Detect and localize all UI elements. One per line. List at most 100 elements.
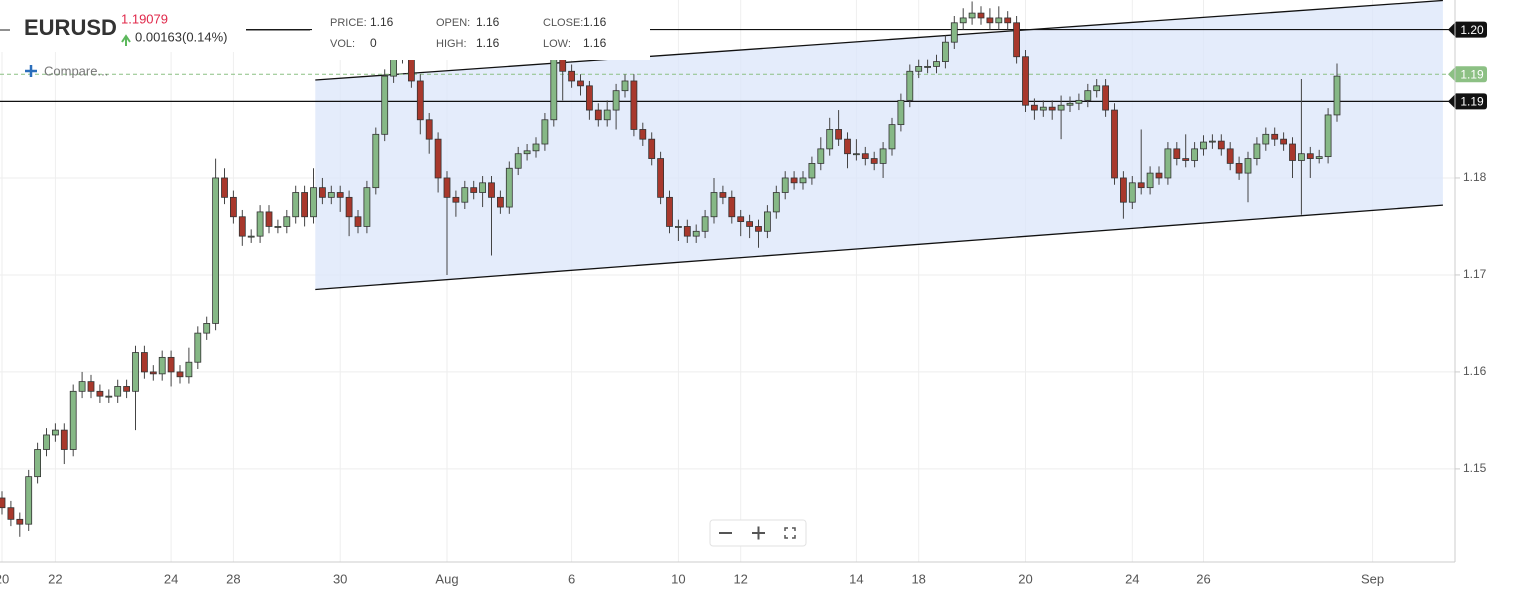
candle-body (221, 177, 228, 198)
candle-body (639, 129, 647, 140)
candle-body (746, 221, 753, 227)
candle-body (817, 148, 825, 164)
candle-body (327, 192, 335, 198)
y-tick-label: 1.17 (1463, 267, 1487, 281)
candle-body (870, 158, 878, 164)
candle-body (443, 177, 451, 198)
candle-body (123, 386, 130, 392)
candle-body (96, 390, 104, 397)
candle-body (256, 211, 264, 237)
candle-body (612, 90, 620, 111)
field-label: VOL: (330, 38, 355, 50)
x-tick-label: 24 (164, 571, 178, 586)
candle-body (621, 80, 629, 92)
candle-body (888, 124, 896, 150)
candle-body (416, 80, 424, 121)
candle-body (906, 70, 914, 101)
field-value: 1.16 (370, 15, 394, 29)
candle-body (132, 352, 139, 392)
x-tick-label: 14 (849, 571, 863, 586)
candle-body (16, 518, 24, 525)
candle-body (1075, 99, 1083, 104)
candle-body (915, 66, 923, 72)
candle-body (69, 390, 77, 450)
x-tick-label: 22 (48, 571, 62, 586)
candle-body (1120, 177, 1127, 203)
x-tick-label: 6 (568, 571, 575, 586)
candle-body (764, 211, 771, 232)
field-value: 1.16 (583, 15, 607, 29)
candle-body (1306, 153, 1314, 159)
compare-button[interactable]: Compare... (25, 63, 108, 78)
candle-body (452, 196, 460, 203)
candle-body (781, 177, 789, 193)
candle-body (283, 216, 291, 227)
candle-body (657, 158, 664, 198)
candle-body (532, 143, 540, 152)
candle-body (34, 449, 41, 478)
candle-body (675, 226, 682, 228)
candle-body (1324, 114, 1332, 158)
candle-body (203, 323, 211, 334)
candle-body (25, 476, 33, 525)
candle-body (826, 129, 834, 150)
x-tick-label: 12 (733, 571, 747, 586)
candle-body (185, 361, 193, 378)
candle-body (87, 381, 95, 392)
x-tick-label: 18 (911, 571, 925, 586)
candle-body (683, 226, 691, 237)
candle-body (318, 187, 326, 198)
candle-body (568, 70, 575, 82)
candle-body (140, 352, 148, 373)
candle-body (1200, 141, 1207, 150)
candle-body (924, 66, 931, 68)
candle-body (728, 196, 736, 218)
price-tag (1448, 21, 1487, 38)
candle-body (60, 429, 68, 450)
candle-body (1226, 148, 1234, 164)
candle-body (1155, 172, 1163, 179)
fullscreen[interactable] (776, 522, 804, 544)
candle-body (1235, 163, 1243, 174)
candle-body (799, 177, 807, 184)
price-tag (1448, 66, 1487, 83)
candle-body (523, 150, 531, 155)
candle-body (1146, 172, 1154, 189)
candle-body (425, 119, 433, 140)
candle-body (505, 167, 513, 208)
candle-body (470, 187, 478, 193)
field-label: PRICE: (330, 17, 367, 29)
candle-body (167, 356, 175, 373)
candle-body (1173, 148, 1181, 159)
candle-body (692, 230, 700, 237)
candle-body (1209, 140, 1216, 143)
candle-body (1084, 90, 1092, 101)
candle-body (861, 153, 869, 159)
channel (315, 0, 1443, 291)
candle-body (496, 196, 504, 208)
y-tick-label: 1.18 (1463, 170, 1487, 184)
candle-body (1244, 158, 1252, 174)
candle-body (737, 216, 745, 222)
candle-body (835, 129, 842, 140)
x-tick-label: 20 (1018, 571, 1032, 586)
x-tick-label: 26 (1196, 571, 1210, 586)
candle-body (1102, 85, 1109, 111)
candle-body (194, 332, 202, 363)
candle-body (1164, 148, 1172, 179)
symbol: EURUSD (24, 15, 117, 40)
candle-body (1137, 182, 1145, 189)
candle-body (790, 177, 798, 184)
candle-body (292, 192, 300, 218)
candle-body (968, 12, 976, 19)
change: 0.00163(0.14%) (135, 29, 228, 44)
candle-body (1271, 133, 1279, 140)
candle-body (1298, 153, 1305, 161)
candle-body (363, 187, 371, 227)
candle-body (1182, 158, 1190, 161)
candle-body (1039, 106, 1047, 111)
candle-body (577, 80, 584, 87)
candle-body (265, 211, 273, 227)
candle-body (372, 133, 380, 189)
